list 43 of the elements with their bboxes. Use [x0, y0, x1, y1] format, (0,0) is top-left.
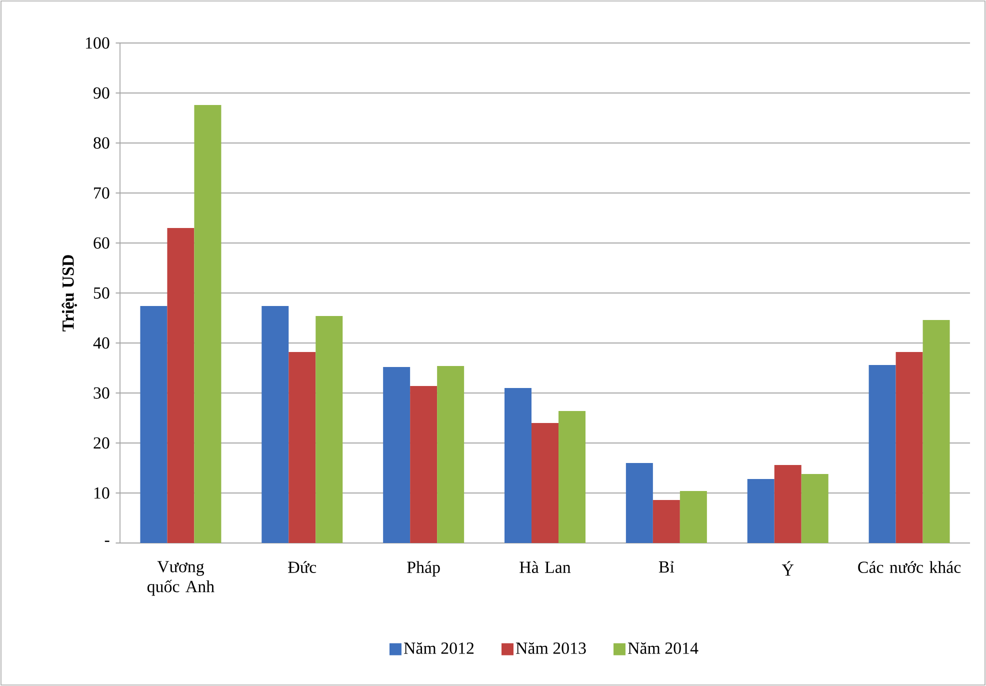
legend-label: Năm 2012	[404, 642, 474, 654]
y-tick-label: 100	[86, 37, 110, 49]
y-tick-label: 40	[93, 337, 110, 349]
x-tick-label: Bỉ	[658, 561, 674, 573]
bar	[140, 306, 168, 543]
x-tick-label: Vương quốc Anh	[147, 561, 214, 596]
bar	[801, 474, 828, 543]
y-tick-label: 30	[94, 387, 110, 399]
bar	[262, 306, 289, 543]
y-tick-label: -	[104, 540, 110, 542]
bar	[504, 388, 532, 543]
y-tick-label: 60	[94, 237, 110, 249]
bar	[532, 423, 559, 543]
bar	[288, 352, 316, 543]
bar	[437, 366, 464, 543]
bar	[747, 479, 774, 543]
x-tick-label: Ý	[782, 561, 794, 576]
bar	[868, 365, 896, 543]
bar	[896, 352, 923, 543]
bar	[680, 491, 707, 543]
y-tick-label: 70	[94, 187, 110, 199]
y-tick-label: 10	[94, 487, 110, 499]
bar	[558, 411, 586, 543]
y-tick-label: 20	[94, 437, 110, 449]
x-tick-label: Đức	[288, 561, 316, 574]
bar	[316, 316, 343, 543]
y-tick-label: 80	[94, 137, 110, 149]
bar	[922, 320, 950, 543]
bar	[774, 465, 802, 543]
bar	[626, 463, 653, 543]
bar	[383, 367, 410, 543]
y-tick-label: 90	[94, 87, 110, 99]
bar	[410, 386, 438, 543]
x-tick-label: Các nước khác	[858, 561, 961, 574]
bar	[194, 104, 222, 543]
bar	[167, 228, 194, 543]
bar	[652, 500, 680, 543]
x-tick-label: Hà Lan	[520, 561, 571, 574]
y-axis-title: Triệu USD	[62, 255, 78, 332]
legend-label: Năm 2014	[628, 642, 698, 654]
y-tick-label: 50	[94, 287, 110, 299]
x-tick-label: Pháp	[407, 561, 440, 576]
legend-label: Năm 2013	[516, 642, 586, 654]
